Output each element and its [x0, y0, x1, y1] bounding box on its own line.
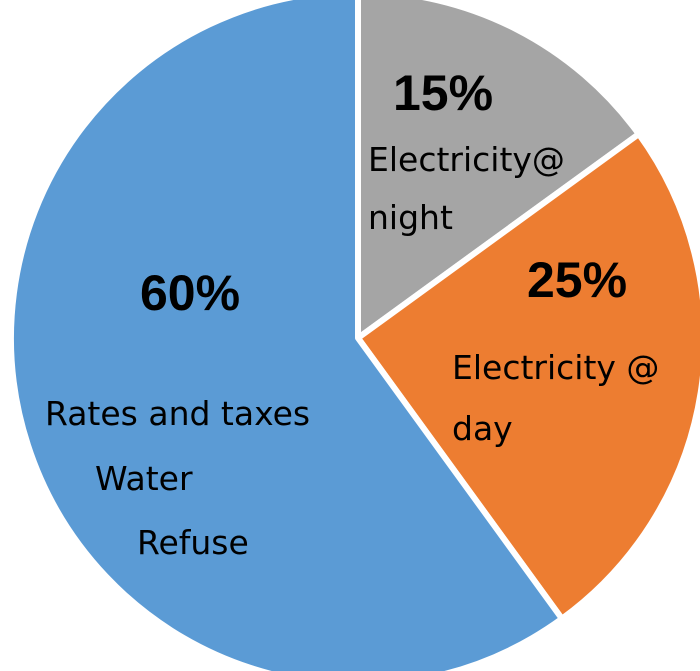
rates-water-refuse-percent-label: 60% [140, 265, 240, 321]
electricity-night-label-line-2: night [368, 198, 453, 237]
electricity-night-label-line-1: Electricity@ [368, 140, 565, 179]
electricity-night-percent-label: 15% [393, 65, 493, 121]
pie-slices [8, 0, 700, 671]
rates-water-refuse-label-line-1: Rates and taxes [45, 394, 310, 433]
rates-water-refuse-label-line-2: Water [95, 459, 193, 498]
electricity-day-percent-label: 25% [527, 252, 627, 308]
rates-water-refuse-label-line-3: Refuse [137, 523, 249, 562]
electricity-day-label-line-2: day [452, 409, 513, 448]
pie-slice-electricity-night [355, 0, 642, 341]
pie-slice-rates-water-refuse [8, 0, 565, 671]
pie-slice-electricity-day [355, 131, 700, 622]
electricity-day-label-line-1: Electricity @ [452, 348, 659, 387]
